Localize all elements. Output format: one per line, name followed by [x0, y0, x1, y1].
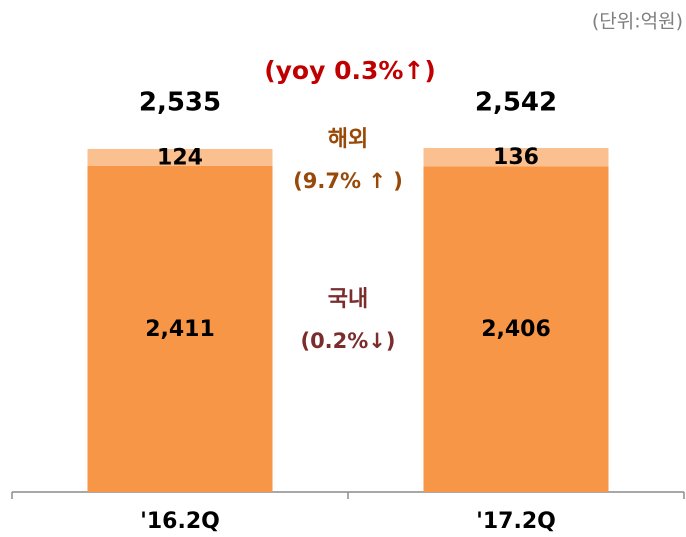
bar-segment: [423, 148, 609, 167]
unit-note: (단위:억원): [592, 11, 683, 33]
data-label: 2,406: [481, 317, 551, 342]
domestic-label: 국내: [328, 287, 368, 312]
total-label: 2,542: [475, 88, 557, 118]
x-tick-label: '16.2Q: [140, 509, 220, 534]
bar-segment: [423, 166, 609, 492]
total-label: 2,535: [139, 88, 221, 118]
x-tick-label: '17.2Q: [476, 509, 556, 534]
bar-segment: [87, 148, 273, 166]
data-label: 124: [157, 145, 203, 170]
domestic-change: (0.2%↓): [300, 329, 395, 353]
overseas-change: (9.7% ↑ ): [293, 169, 403, 193]
data-label: 136: [493, 145, 539, 170]
yoy-annotation: (yoy 0.3%↑): [264, 56, 436, 85]
overseas-label: 해외: [328, 127, 368, 152]
bar-segment: [87, 165, 273, 492]
data-label: 2,411: [145, 317, 215, 342]
